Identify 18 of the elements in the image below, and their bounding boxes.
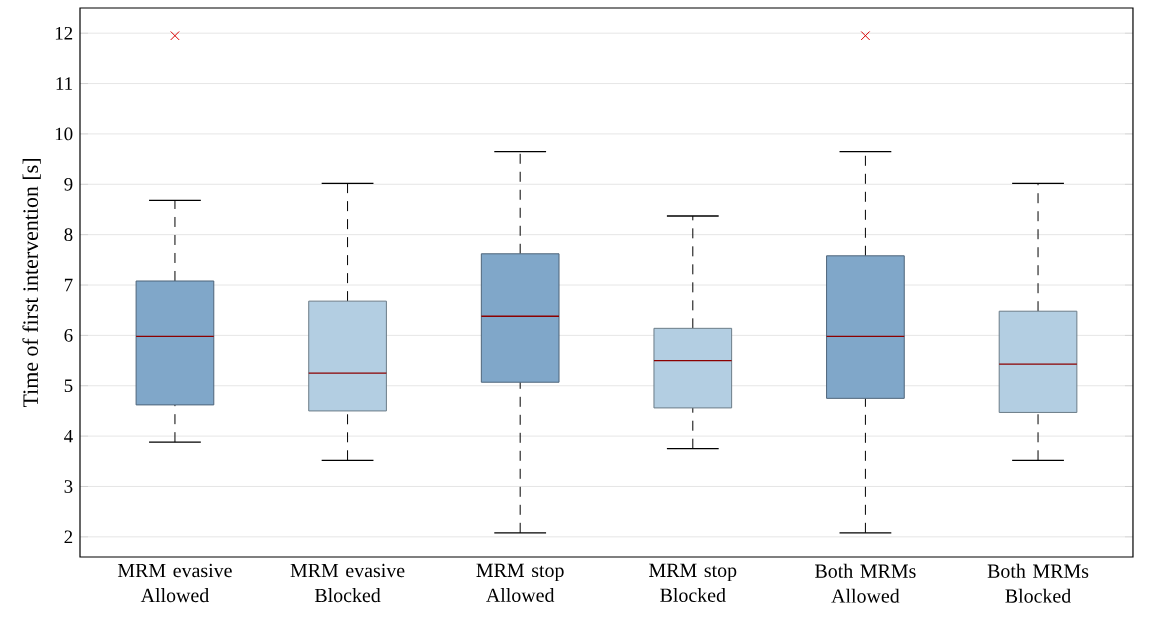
- x-tick-label: Both MRMs Allowed: [815, 563, 916, 603]
- y-tick-label: 6: [64, 329, 73, 342]
- x-tick-label: MRM stop Blocked: [649, 563, 737, 602]
- y-tick-label: 7: [64, 278, 73, 292]
- y-tick-label: 10: [55, 127, 73, 141]
- x-tick-label: MRM stop Allowed: [476, 563, 564, 602]
- y-tick-label: 8: [64, 228, 73, 242]
- x-tick-label: MRM evasive Blocked: [290, 563, 405, 603]
- y-tick-label: 9: [64, 177, 73, 191]
- y-tick-label: 11: [56, 77, 73, 90]
- y-tick-label: 3: [64, 480, 73, 493]
- x-tick-label: Both MRMs Blocked: [987, 563, 1089, 603]
- y-tick-label: 2: [64, 530, 73, 544]
- y-tick-label: 4: [64, 429, 73, 443]
- x-tick-label: MRM evasive Allowed: [117, 563, 232, 603]
- y-tick-label: 5: [64, 379, 73, 393]
- y-axis-title: Time of first intervention [s]: [22, 159, 41, 408]
- y-tick-label: 12: [55, 26, 73, 40]
